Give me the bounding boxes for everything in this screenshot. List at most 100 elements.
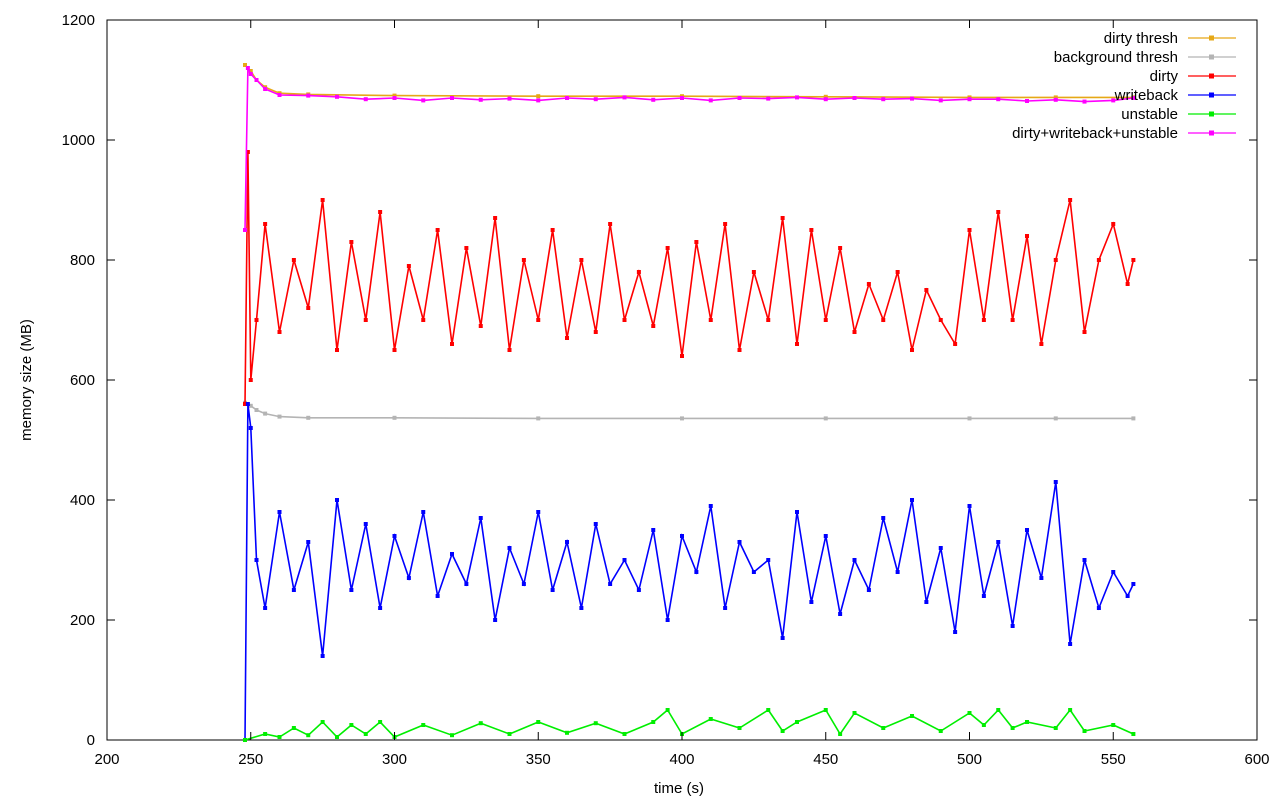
data-point (478, 97, 483, 102)
data-point (881, 97, 886, 102)
data-point (277, 735, 282, 739)
data-point (981, 723, 986, 727)
data-point (1039, 576, 1044, 580)
legend: dirty thresh background thresh dirty writeb… (1012, 30, 1236, 142)
data-point (780, 636, 785, 640)
data-point (665, 708, 670, 712)
legend-swatch-marker (1209, 130, 1214, 136)
data-point (751, 570, 756, 574)
data-point (579, 606, 584, 610)
data-point (1131, 732, 1136, 736)
data-point (996, 708, 1001, 712)
data-point (1025, 99, 1029, 103)
data-point (245, 150, 250, 154)
data-point (291, 588, 296, 592)
data-point (493, 216, 498, 220)
data-point (708, 717, 713, 721)
data-point (967, 97, 972, 102)
data-point (277, 330, 282, 334)
legend-label: background thresh (1054, 49, 1178, 66)
data-point (450, 96, 454, 100)
data-point (1025, 234, 1029, 238)
data-point (263, 606, 268, 610)
data-point (1025, 528, 1029, 532)
data-point (996, 210, 1001, 214)
data-point (1053, 258, 1058, 262)
data-point (665, 618, 670, 622)
data-point (1039, 342, 1044, 346)
series-2 (243, 400, 1136, 421)
data-point (521, 582, 526, 586)
data-point (254, 408, 259, 412)
data-point (1131, 96, 1136, 100)
data-point (536, 94, 541, 99)
data-point (708, 98, 713, 103)
data-point (550, 228, 555, 232)
data-point (708, 504, 713, 508)
data-point (1010, 624, 1015, 628)
data-point (1053, 416, 1058, 421)
legend-swatch-marker (1209, 54, 1214, 60)
data-point (636, 588, 641, 592)
data-point (306, 540, 311, 544)
data-point (263, 411, 268, 416)
data-point (838, 732, 843, 736)
x-tick-label: 200 (94, 751, 119, 768)
data-point (579, 258, 584, 262)
data-point (507, 348, 512, 352)
series-line (244, 64, 1134, 99)
data-point (981, 318, 986, 322)
data-point (852, 558, 857, 562)
data-point (435, 594, 440, 598)
data-point (1111, 98, 1116, 103)
data-point (852, 96, 857, 100)
data-point (363, 97, 368, 102)
data-point (910, 96, 914, 101)
series-line (244, 151, 1135, 405)
data-point (737, 540, 742, 544)
data-point (245, 402, 250, 406)
data-point (478, 324, 483, 328)
data-point (723, 222, 728, 226)
data-point (320, 654, 325, 658)
series-line (244, 67, 1134, 231)
data-point (1111, 570, 1116, 574)
data-point (1010, 318, 1015, 322)
x-tick-label: 350 (526, 751, 551, 768)
data-point (809, 228, 814, 232)
data-point (450, 552, 454, 556)
data-point (263, 87, 268, 91)
legend-label: unstable (1121, 106, 1178, 123)
data-point (1111, 222, 1116, 226)
data-point (737, 96, 742, 100)
data-point (795, 342, 799, 346)
data-point (766, 318, 771, 322)
data-point (708, 318, 713, 322)
y-tick-label: 800 (70, 252, 95, 269)
data-point (680, 416, 684, 421)
data-point (622, 732, 627, 736)
data-point (464, 582, 469, 586)
y-tick-label: 0 (87, 732, 95, 749)
data-point (996, 97, 1001, 102)
series-line (244, 708, 1134, 741)
data-point (895, 270, 900, 274)
data-point (866, 588, 871, 592)
data-point (306, 415, 311, 420)
data-point (320, 720, 325, 724)
data-point (881, 318, 886, 322)
data-point (910, 498, 914, 502)
data-point (751, 270, 756, 274)
series-line (244, 402, 1134, 420)
data-point (593, 721, 598, 726)
y-axis-label: memory size (MB) (18, 319, 35, 441)
data-point (349, 723, 354, 727)
data-point (680, 96, 684, 100)
data-point (536, 98, 541, 103)
legend-label: writeback (1114, 87, 1179, 104)
data-point (1082, 330, 1087, 334)
legend-label: dirty (1150, 68, 1179, 85)
data-point (852, 330, 857, 334)
data-point (245, 66, 250, 70)
x-tick-label: 250 (238, 751, 263, 768)
